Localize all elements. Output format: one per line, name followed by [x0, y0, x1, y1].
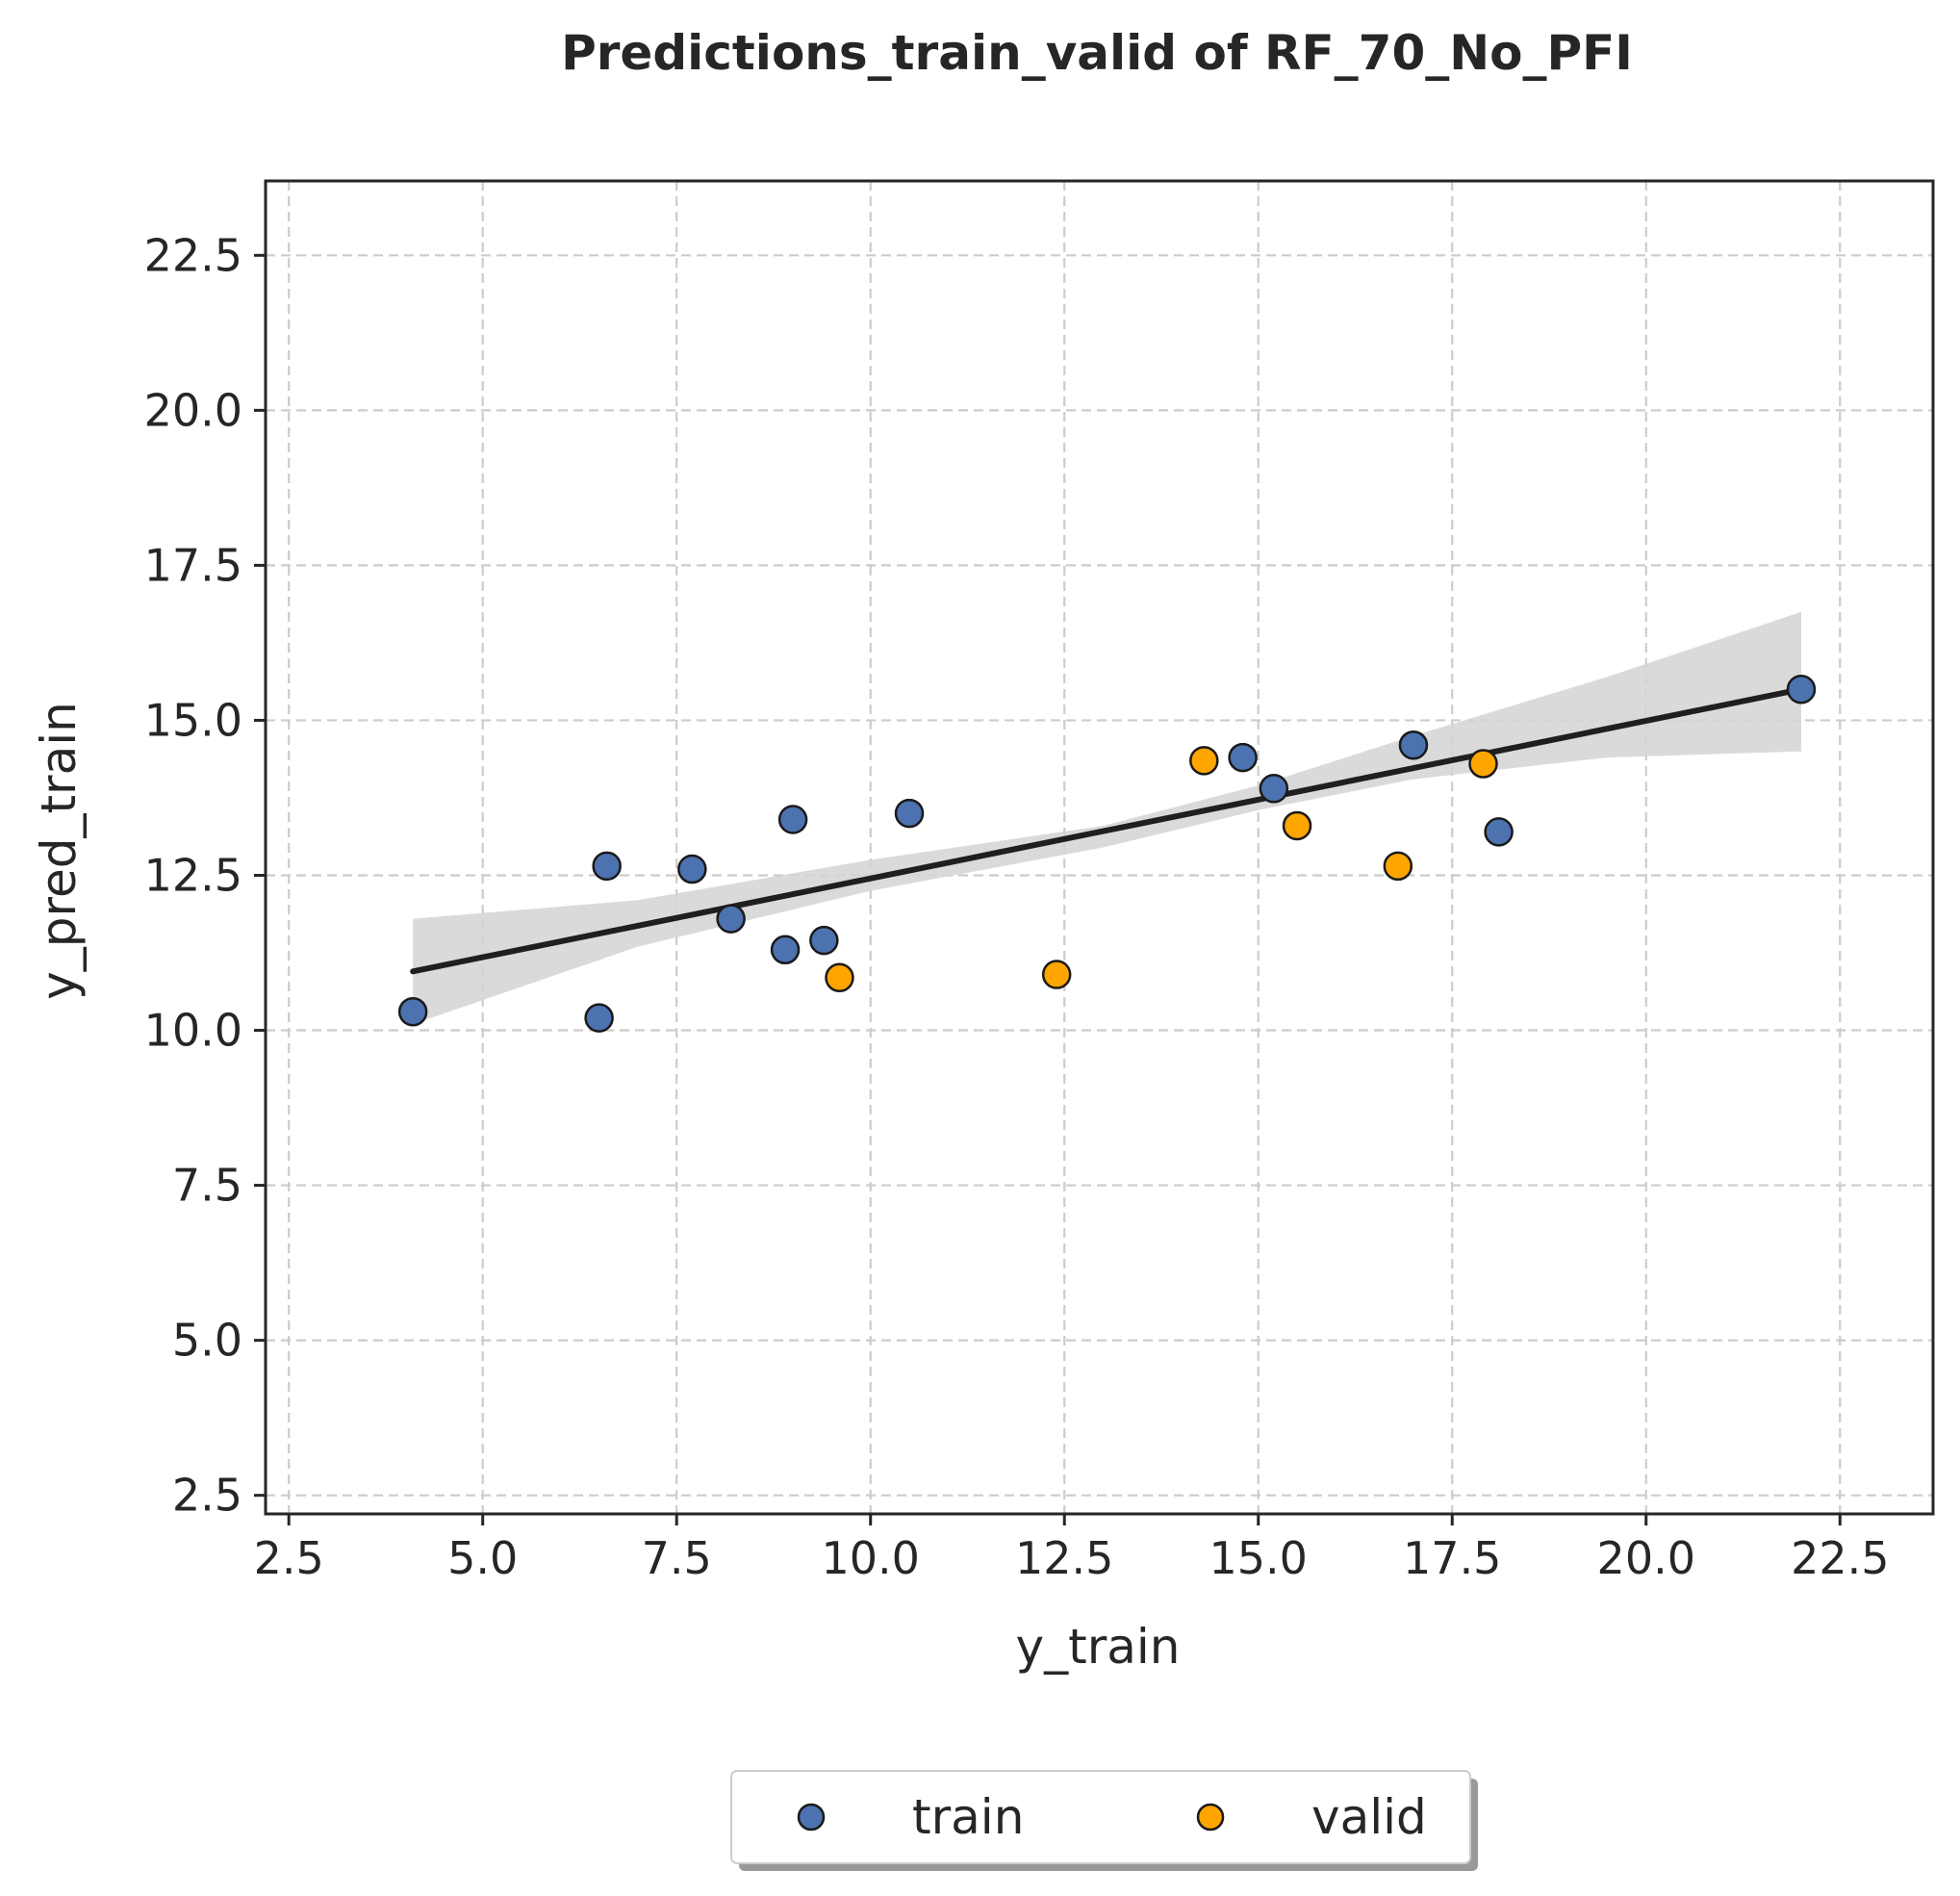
train-point-4 [716, 904, 746, 934]
y-tick-label-7: 20.0 [144, 384, 242, 436]
y-tick-label-1: 5.0 [172, 1315, 242, 1367]
x-tick-label-5: 15.0 [1209, 1532, 1308, 1584]
x-axis-ticks: 2.5 5.0 7.5 10.0 12.5 15.0 17.5 20.0 22.5 [254, 1514, 1889, 1584]
y-tick-label-0: 2.5 [172, 1470, 242, 1522]
train-point-3 [677, 854, 707, 884]
x-tick-label-4: 12.5 [1015, 1532, 1113, 1584]
confidence-band [413, 611, 1802, 1025]
x-tick-label-6: 17.5 [1403, 1532, 1501, 1584]
train-point-2 [592, 851, 622, 882]
train-point-12 [1484, 817, 1514, 847]
train-point-7 [809, 925, 839, 956]
valid-point-5 [1468, 749, 1498, 779]
legend-valid-marker [1196, 1803, 1225, 1832]
valid-point-4 [1383, 851, 1413, 882]
x-tick-label-8: 22.5 [1791, 1532, 1889, 1584]
legend-train-marker [797, 1803, 826, 1832]
train-point-6 [777, 805, 808, 834]
y-axis-ticks: 2.5 5.0 7.5 10.0 12.5 15.0 17.5 20.0 22.5 [144, 229, 266, 1522]
train-point-0 [397, 996, 428, 1027]
train-point-10 [1259, 774, 1289, 804]
x-axis-label: y_train [1016, 1619, 1181, 1675]
y-axis-label: y_pred_train [31, 702, 87, 1000]
plot-frame [264, 179, 1935, 1516]
x-tick-label-1: 5.0 [447, 1532, 518, 1584]
train-point-9 [1228, 742, 1258, 773]
y-tick-label-8: 22.5 [144, 229, 242, 281]
train-point-11 [1398, 730, 1429, 760]
y-tick-label-2: 7.5 [172, 1160, 242, 1212]
valid-point-0 [825, 962, 854, 993]
y-tick-label-4: 12.5 [144, 849, 242, 901]
grid-lines [266, 181, 1933, 1514]
chart-title: Predictions_train_valid of RF_70_No_PFI [561, 25, 1633, 81]
x-tick-label-2: 7.5 [642, 1532, 712, 1584]
train-point-13 [1786, 674, 1817, 705]
valid-point-3 [1282, 810, 1312, 841]
x-tick-label-0: 2.5 [254, 1532, 324, 1584]
y-tick-label-6: 17.5 [144, 539, 242, 591]
x-tick-label-7: 20.0 [1597, 1532, 1695, 1584]
train-point-5 [770, 935, 801, 965]
x-tick-label-3: 10.0 [822, 1532, 920, 1584]
y-tick-label-5: 15.0 [144, 694, 242, 746]
legend-train-label: train [912, 1789, 1024, 1845]
valid-point-1 [1041, 960, 1072, 989]
regression-line [410, 686, 1804, 975]
train-point-8 [894, 798, 925, 829]
scatter-points [397, 674, 1817, 1033]
legend-box [730, 1770, 1471, 1864]
train-point-1 [584, 1003, 614, 1033]
legend: train valid [730, 1770, 1478, 1871]
valid-point-2 [1189, 746, 1219, 776]
y-tick-label-3: 10.0 [144, 1005, 242, 1057]
legend-valid-label: valid [1311, 1789, 1427, 1845]
